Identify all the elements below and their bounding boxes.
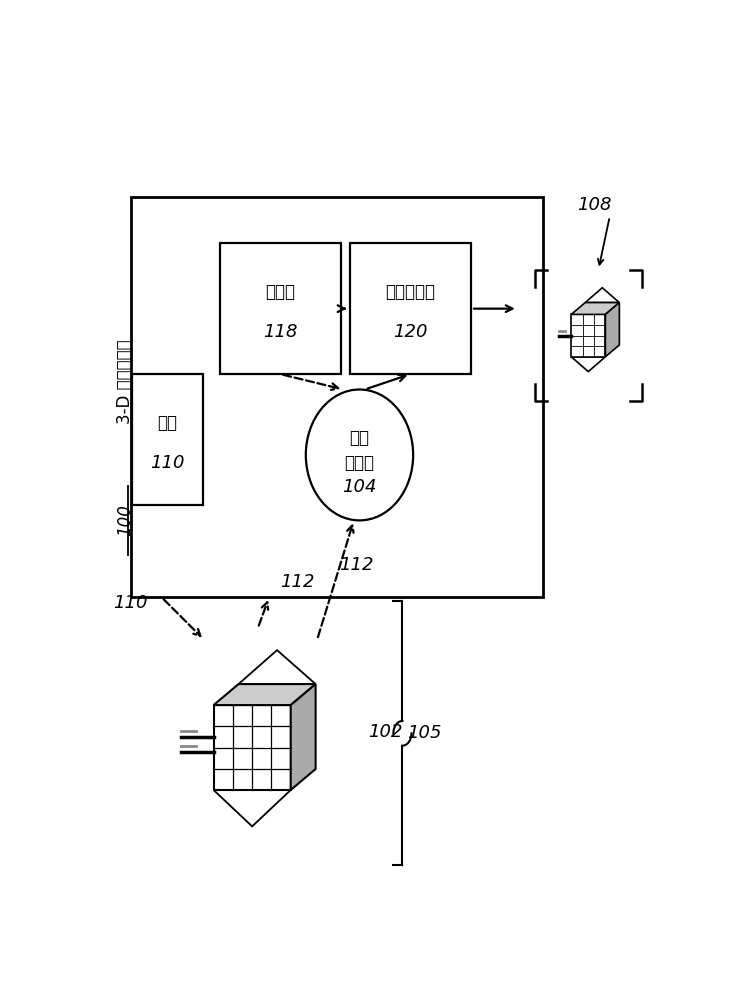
Bar xyxy=(130,197,543,597)
Text: 成像: 成像 xyxy=(349,429,370,447)
Polygon shape xyxy=(572,314,605,357)
Polygon shape xyxy=(572,357,605,372)
Text: 光源: 光源 xyxy=(157,414,177,432)
Text: 110: 110 xyxy=(114,594,148,612)
Polygon shape xyxy=(238,650,316,684)
Text: 3-D 传感器系统: 3-D 传感器系统 xyxy=(116,339,134,424)
Text: 102: 102 xyxy=(367,723,402,741)
Text: 图像处理器: 图像处理器 xyxy=(386,283,435,301)
Bar xyxy=(350,243,471,374)
Text: 传感器: 传感器 xyxy=(345,454,375,472)
Text: 120: 120 xyxy=(393,323,428,341)
Polygon shape xyxy=(214,684,316,705)
Polygon shape xyxy=(572,303,620,314)
Text: 108: 108 xyxy=(577,196,611,214)
Text: 112: 112 xyxy=(340,556,374,574)
Polygon shape xyxy=(291,684,316,790)
Polygon shape xyxy=(214,705,291,790)
Bar xyxy=(219,243,341,374)
Polygon shape xyxy=(585,288,620,303)
Polygon shape xyxy=(605,303,620,357)
Text: 105: 105 xyxy=(408,724,442,742)
Text: 控制板: 控制板 xyxy=(265,283,295,301)
Text: 110: 110 xyxy=(150,454,184,472)
Ellipse shape xyxy=(306,389,413,520)
Bar xyxy=(132,374,203,505)
Text: 118: 118 xyxy=(263,323,297,341)
Text: 104: 104 xyxy=(342,478,377,496)
Text: 100: 100 xyxy=(116,504,134,536)
Polygon shape xyxy=(214,790,291,826)
Text: 112: 112 xyxy=(280,573,315,591)
